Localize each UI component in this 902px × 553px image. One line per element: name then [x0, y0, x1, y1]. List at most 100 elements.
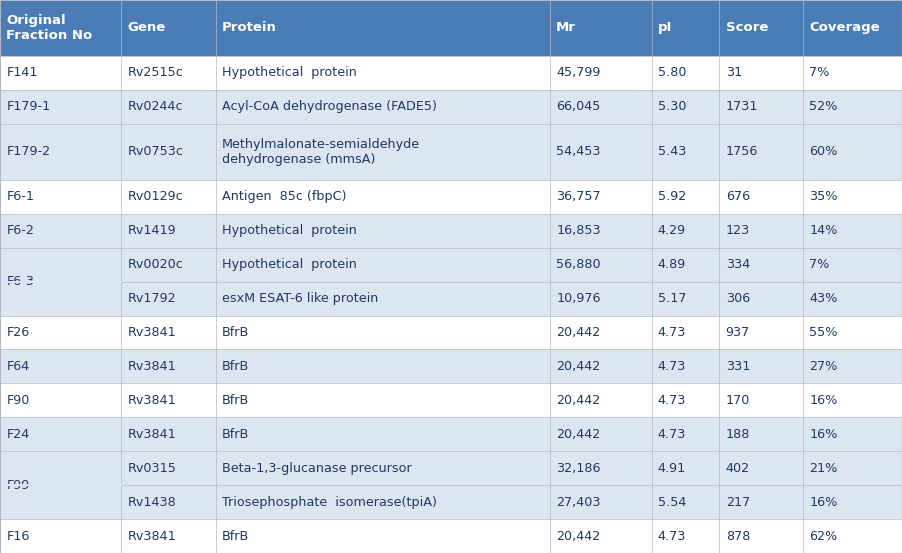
Bar: [651, 90, 719, 124]
Bar: [651, 248, 719, 281]
Text: F6-2: F6-2: [6, 224, 34, 237]
Bar: [0, 90, 121, 124]
Bar: [121, 124, 216, 180]
Bar: [550, 485, 651, 519]
Bar: [550, 90, 651, 124]
Bar: [0, 281, 121, 316]
Text: 4.73: 4.73: [658, 394, 686, 407]
Text: BfrB: BfrB: [222, 360, 249, 373]
Text: Rv1792: Rv1792: [127, 292, 176, 305]
Text: 20,442: 20,442: [557, 360, 601, 373]
Text: F24: F24: [6, 428, 30, 441]
Text: Rv0020c: Rv0020c: [127, 258, 183, 271]
Bar: [121, 0, 216, 56]
Text: F99: F99: [6, 479, 30, 492]
Bar: [803, 383, 902, 418]
Bar: [121, 418, 216, 451]
Text: F179-1: F179-1: [6, 100, 51, 113]
Bar: [803, 519, 902, 553]
Bar: [803, 316, 902, 349]
Bar: [719, 485, 803, 519]
Text: Rv1419: Rv1419: [127, 224, 176, 237]
Bar: [550, 248, 651, 281]
Text: 60%: 60%: [809, 145, 838, 158]
Text: 16,853: 16,853: [557, 224, 601, 237]
Bar: [121, 383, 216, 418]
Bar: [0, 418, 121, 451]
Text: 331: 331: [725, 360, 750, 373]
Bar: [719, 0, 803, 56]
Bar: [719, 124, 803, 180]
Bar: [651, 418, 719, 451]
Text: 4.29: 4.29: [658, 224, 686, 237]
Text: 21%: 21%: [809, 462, 838, 474]
Bar: [803, 485, 902, 519]
Text: 188: 188: [725, 428, 750, 441]
Bar: [121, 485, 216, 519]
Bar: [803, 0, 902, 56]
Bar: [651, 180, 719, 214]
Bar: [216, 214, 550, 248]
Text: 45,799: 45,799: [557, 66, 601, 80]
Bar: [651, 485, 719, 519]
Text: 170: 170: [725, 394, 750, 407]
Bar: [216, 519, 550, 553]
Text: 66,045: 66,045: [557, 100, 601, 113]
Bar: [0, 56, 121, 90]
Bar: [719, 56, 803, 90]
Bar: [550, 180, 651, 214]
Bar: [803, 56, 902, 90]
Text: Hypothetical  protein: Hypothetical protein: [222, 66, 357, 80]
Text: 5.92: 5.92: [658, 190, 686, 204]
Text: F6-1: F6-1: [6, 190, 34, 204]
Bar: [803, 90, 902, 124]
Bar: [216, 56, 550, 90]
Text: Rv3841: Rv3841: [127, 326, 176, 339]
Bar: [0, 316, 121, 349]
Text: 27,403: 27,403: [557, 495, 601, 509]
Bar: [216, 248, 550, 281]
Text: 55%: 55%: [809, 326, 838, 339]
Text: 14%: 14%: [809, 224, 838, 237]
Bar: [719, 248, 803, 281]
Text: 5.30: 5.30: [658, 100, 686, 113]
Text: 52%: 52%: [809, 100, 838, 113]
Text: Beta-1,3-glucanase precursor: Beta-1,3-glucanase precursor: [222, 462, 411, 474]
Text: 676: 676: [725, 190, 750, 204]
Text: Protein: Protein: [222, 22, 277, 34]
Bar: [803, 180, 902, 214]
Bar: [121, 56, 216, 90]
Bar: [719, 316, 803, 349]
Bar: [651, 56, 719, 90]
Text: 16%: 16%: [809, 428, 838, 441]
Bar: [0, 0, 121, 56]
Bar: [651, 383, 719, 418]
Text: 36,757: 36,757: [557, 190, 601, 204]
Text: Rv3841: Rv3841: [127, 394, 176, 407]
Bar: [651, 316, 719, 349]
Text: 334: 334: [725, 258, 750, 271]
Bar: [121, 248, 216, 281]
Bar: [719, 349, 803, 383]
Text: 4.89: 4.89: [658, 258, 686, 271]
Text: 16%: 16%: [809, 495, 838, 509]
Text: Hypothetical  protein: Hypothetical protein: [222, 258, 357, 271]
Text: F64: F64: [6, 360, 30, 373]
Bar: [550, 519, 651, 553]
Bar: [719, 418, 803, 451]
Text: 20,442: 20,442: [557, 530, 601, 542]
Text: F26: F26: [6, 326, 30, 339]
Text: 402: 402: [725, 462, 750, 474]
Text: 5.17: 5.17: [658, 292, 686, 305]
Bar: [719, 281, 803, 316]
Bar: [0, 248, 121, 316]
Text: 32,186: 32,186: [557, 462, 601, 474]
Text: F90: F90: [6, 394, 30, 407]
Text: Rv3841: Rv3841: [127, 428, 176, 441]
Text: Antigen  85c (fbpC): Antigen 85c (fbpC): [222, 190, 346, 204]
Text: 1756: 1756: [725, 145, 758, 158]
Text: 35%: 35%: [809, 190, 838, 204]
Bar: [550, 418, 651, 451]
Text: BfrB: BfrB: [222, 394, 249, 407]
Text: Rv2515c: Rv2515c: [127, 66, 183, 80]
